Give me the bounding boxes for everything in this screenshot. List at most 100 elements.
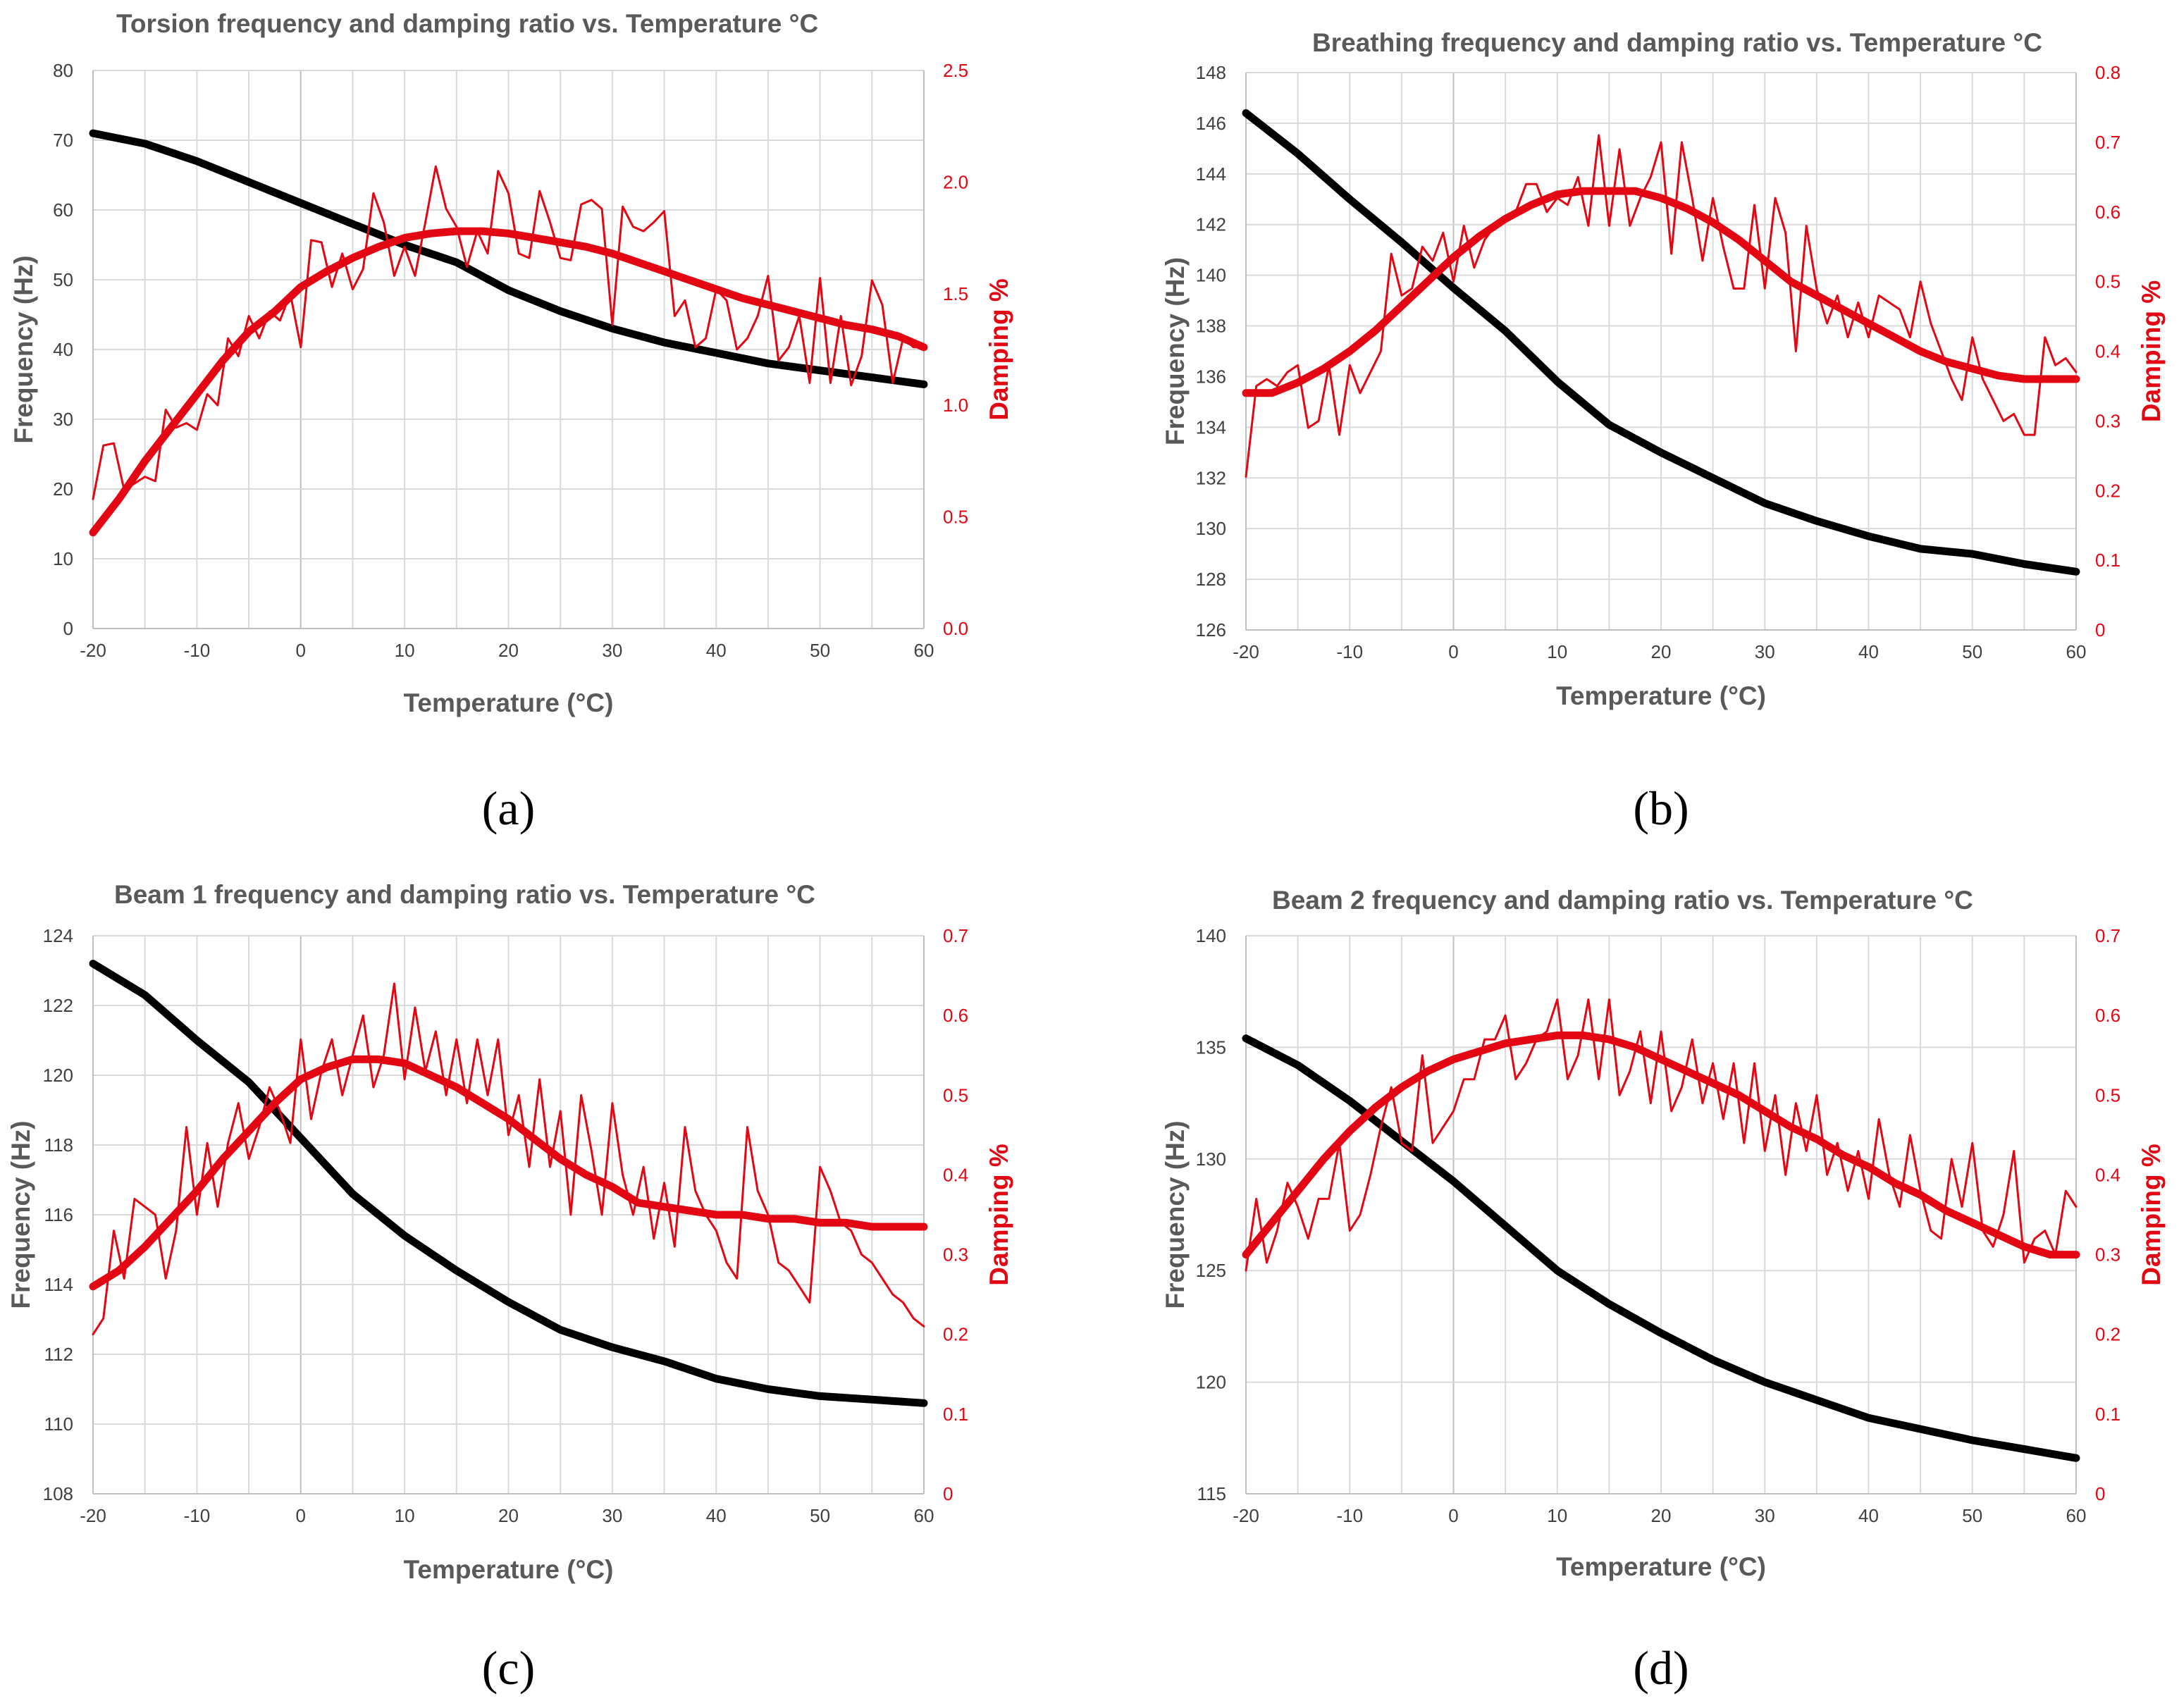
y2-tick-label: 0.7: [2095, 132, 2121, 153]
y-tick-label: 125: [1196, 1260, 1226, 1281]
x-tick-label: 60: [2066, 641, 2087, 662]
y-tick-label: 114: [44, 1274, 73, 1295]
y2-tick-label: 0.5: [943, 1084, 968, 1106]
y-tick-label: 132: [1196, 467, 1226, 488]
x-tick-label: 0: [296, 1505, 306, 1526]
x-axis-title: Temperature (°C): [1556, 681, 1766, 710]
damping-raw-line: [92, 982, 925, 1336]
y2-tick-label: 0.3: [2095, 1244, 2121, 1265]
y2-tick-label: 0.7: [943, 925, 968, 946]
x-tick-label: 10: [395, 1505, 415, 1526]
y-tick-label: 80: [53, 60, 73, 81]
y-tick-label: 122: [43, 995, 73, 1016]
y-tick-label: 116: [44, 1204, 73, 1225]
chart-panel-d: 115 120 125 130 135 140 0 0.1 0.2 0.3 0.4 0.5 0.6 0.7…: [1161, 886, 2166, 1695]
y2-tick-label: 1.0: [943, 395, 968, 416]
y2-tick-label: 0.1: [943, 1404, 968, 1425]
panel-label: (c): [482, 1641, 535, 1695]
y2-tick-label: 0.6: [2095, 202, 2121, 223]
damping-trend-line: [1242, 187, 2080, 397]
damping-trend-line: [89, 227, 928, 537]
y-tick-label: 118: [44, 1134, 73, 1156]
x-tick-label: -20: [80, 640, 106, 661]
y2-tick-label: 0.5: [2095, 271, 2121, 292]
x-tick-label: 20: [1651, 641, 1672, 662]
chart-title: Breathing frequency and damping ratio vs…: [1312, 28, 2042, 57]
y2-tick-label: 0.1: [2095, 1404, 2121, 1425]
y-tick-label: 134: [1196, 416, 1226, 438]
chart-panel-a: 0 10 20 30 40 50 60 70 80 0.0 0.5 1.0 1.5 2.0 2.5 -20 -1…: [9, 9, 1013, 835]
x-tick-label: 30: [1755, 1505, 1775, 1526]
y2-axis-title: Damping %: [984, 278, 1013, 420]
x-tick-label: 10: [1547, 1505, 1567, 1526]
y-tick-label: 50: [53, 269, 73, 290]
x-tick-label: -20: [1233, 1505, 1259, 1526]
y-axis-title: Frequency (Hz): [1161, 257, 1190, 445]
x-tick-label: 50: [1962, 1505, 1982, 1526]
x-tick-label: 40: [706, 1505, 727, 1526]
y2-tick-label: 2.0: [943, 171, 968, 192]
y-tick-label: 138: [1196, 316, 1226, 337]
y2-tick-label: 0.0: [943, 618, 968, 639]
y-tick-label: 10: [53, 548, 73, 569]
x-tick-label: 60: [914, 640, 934, 661]
y2-axis-title: Damping %: [2137, 280, 2166, 422]
y2-tick-label: 0.2: [2095, 1324, 2121, 1345]
x-tick-label: -10: [1336, 641, 1363, 662]
y-tick-label: 40: [53, 339, 73, 360]
x-tick-label: 40: [1858, 1505, 1879, 1526]
y-tick-label: 20: [53, 478, 73, 500]
y2-tick-label: 0: [2095, 1483, 2105, 1504]
x-axis-title: Temperature (°C): [404, 688, 614, 717]
y-tick-label: 144: [1196, 163, 1226, 185]
x-axis-title: Temperature (°C): [404, 1555, 614, 1584]
y-tick-label: 60: [53, 199, 73, 221]
x-tick-label: 30: [602, 640, 622, 661]
y-tick-label: 120: [43, 1065, 73, 1086]
y2-tick-label: 0.1: [2095, 550, 2121, 571]
y-axis-title: Frequency (Hz): [1161, 1120, 1190, 1308]
panel-label: (d): [1633, 1641, 1689, 1695]
y2-tick-label: 0.2: [2095, 480, 2121, 501]
y-tick-label: 136: [1196, 366, 1226, 387]
y2-tick-label: 0.3: [943, 1244, 968, 1265]
y-tick-label: 135: [1196, 1036, 1226, 1058]
y2-tick-label: 0: [943, 1483, 953, 1504]
y-axis-title: Frequency (Hz): [6, 1120, 35, 1308]
y-tick-label: 130: [1196, 518, 1226, 539]
y-tick-label: 115: [1197, 1483, 1226, 1504]
x-axis-title: Temperature (°C): [1556, 1552, 1766, 1581]
y-tick-label: 0: [63, 618, 73, 639]
x-tick-label: 30: [1755, 641, 1775, 662]
y-tick-label: 108: [43, 1483, 73, 1504]
y-tick-label: 112: [44, 1344, 73, 1365]
panel-label: (a): [482, 781, 535, 835]
x-tick-label: -10: [1336, 1505, 1363, 1526]
x-tick-label: -20: [80, 1505, 106, 1526]
y-tick-label: 70: [53, 130, 73, 151]
x-tick-label: 50: [810, 1505, 830, 1526]
x-tick-label: 40: [1858, 641, 1879, 662]
y-axis-title: Frequency (Hz): [9, 255, 38, 443]
y-tick-label: 110: [44, 1413, 73, 1435]
damping-trend-line: [89, 1055, 928, 1291]
y2-tick-label: 0.6: [943, 1005, 968, 1026]
chart-title: Beam 1 frequency and damping ratio vs. T…: [114, 880, 815, 909]
damping-raw-line: [1245, 998, 2078, 1272]
y-tick-label: 146: [1196, 113, 1226, 134]
y2-tick-label: 0.8: [2095, 62, 2121, 83]
y2-tick-label: 0.4: [2095, 341, 2121, 362]
chart-panel-c: 108 110 112 114 116 118 120 122 124 0 0.1 0.2 0.3 0.4…: [6, 880, 1013, 1695]
x-tick-label: 60: [2066, 1505, 2087, 1526]
y-tick-label: 130: [1196, 1149, 1226, 1170]
y2-axis-title: Damping %: [984, 1144, 1013, 1285]
y-tick-label: 140: [1196, 265, 1226, 286]
x-tick-label: 40: [706, 640, 727, 661]
panel-label: (b): [1633, 781, 1689, 835]
x-tick-label: 20: [498, 1505, 519, 1526]
chart-title: Torsion frequency and damping ratio vs. …: [116, 9, 818, 38]
chart-title: Beam 2 frequency and damping ratio vs. T…: [1272, 886, 1973, 915]
x-tick-label: 0: [1448, 1505, 1458, 1526]
damping-raw-line: [92, 165, 925, 500]
